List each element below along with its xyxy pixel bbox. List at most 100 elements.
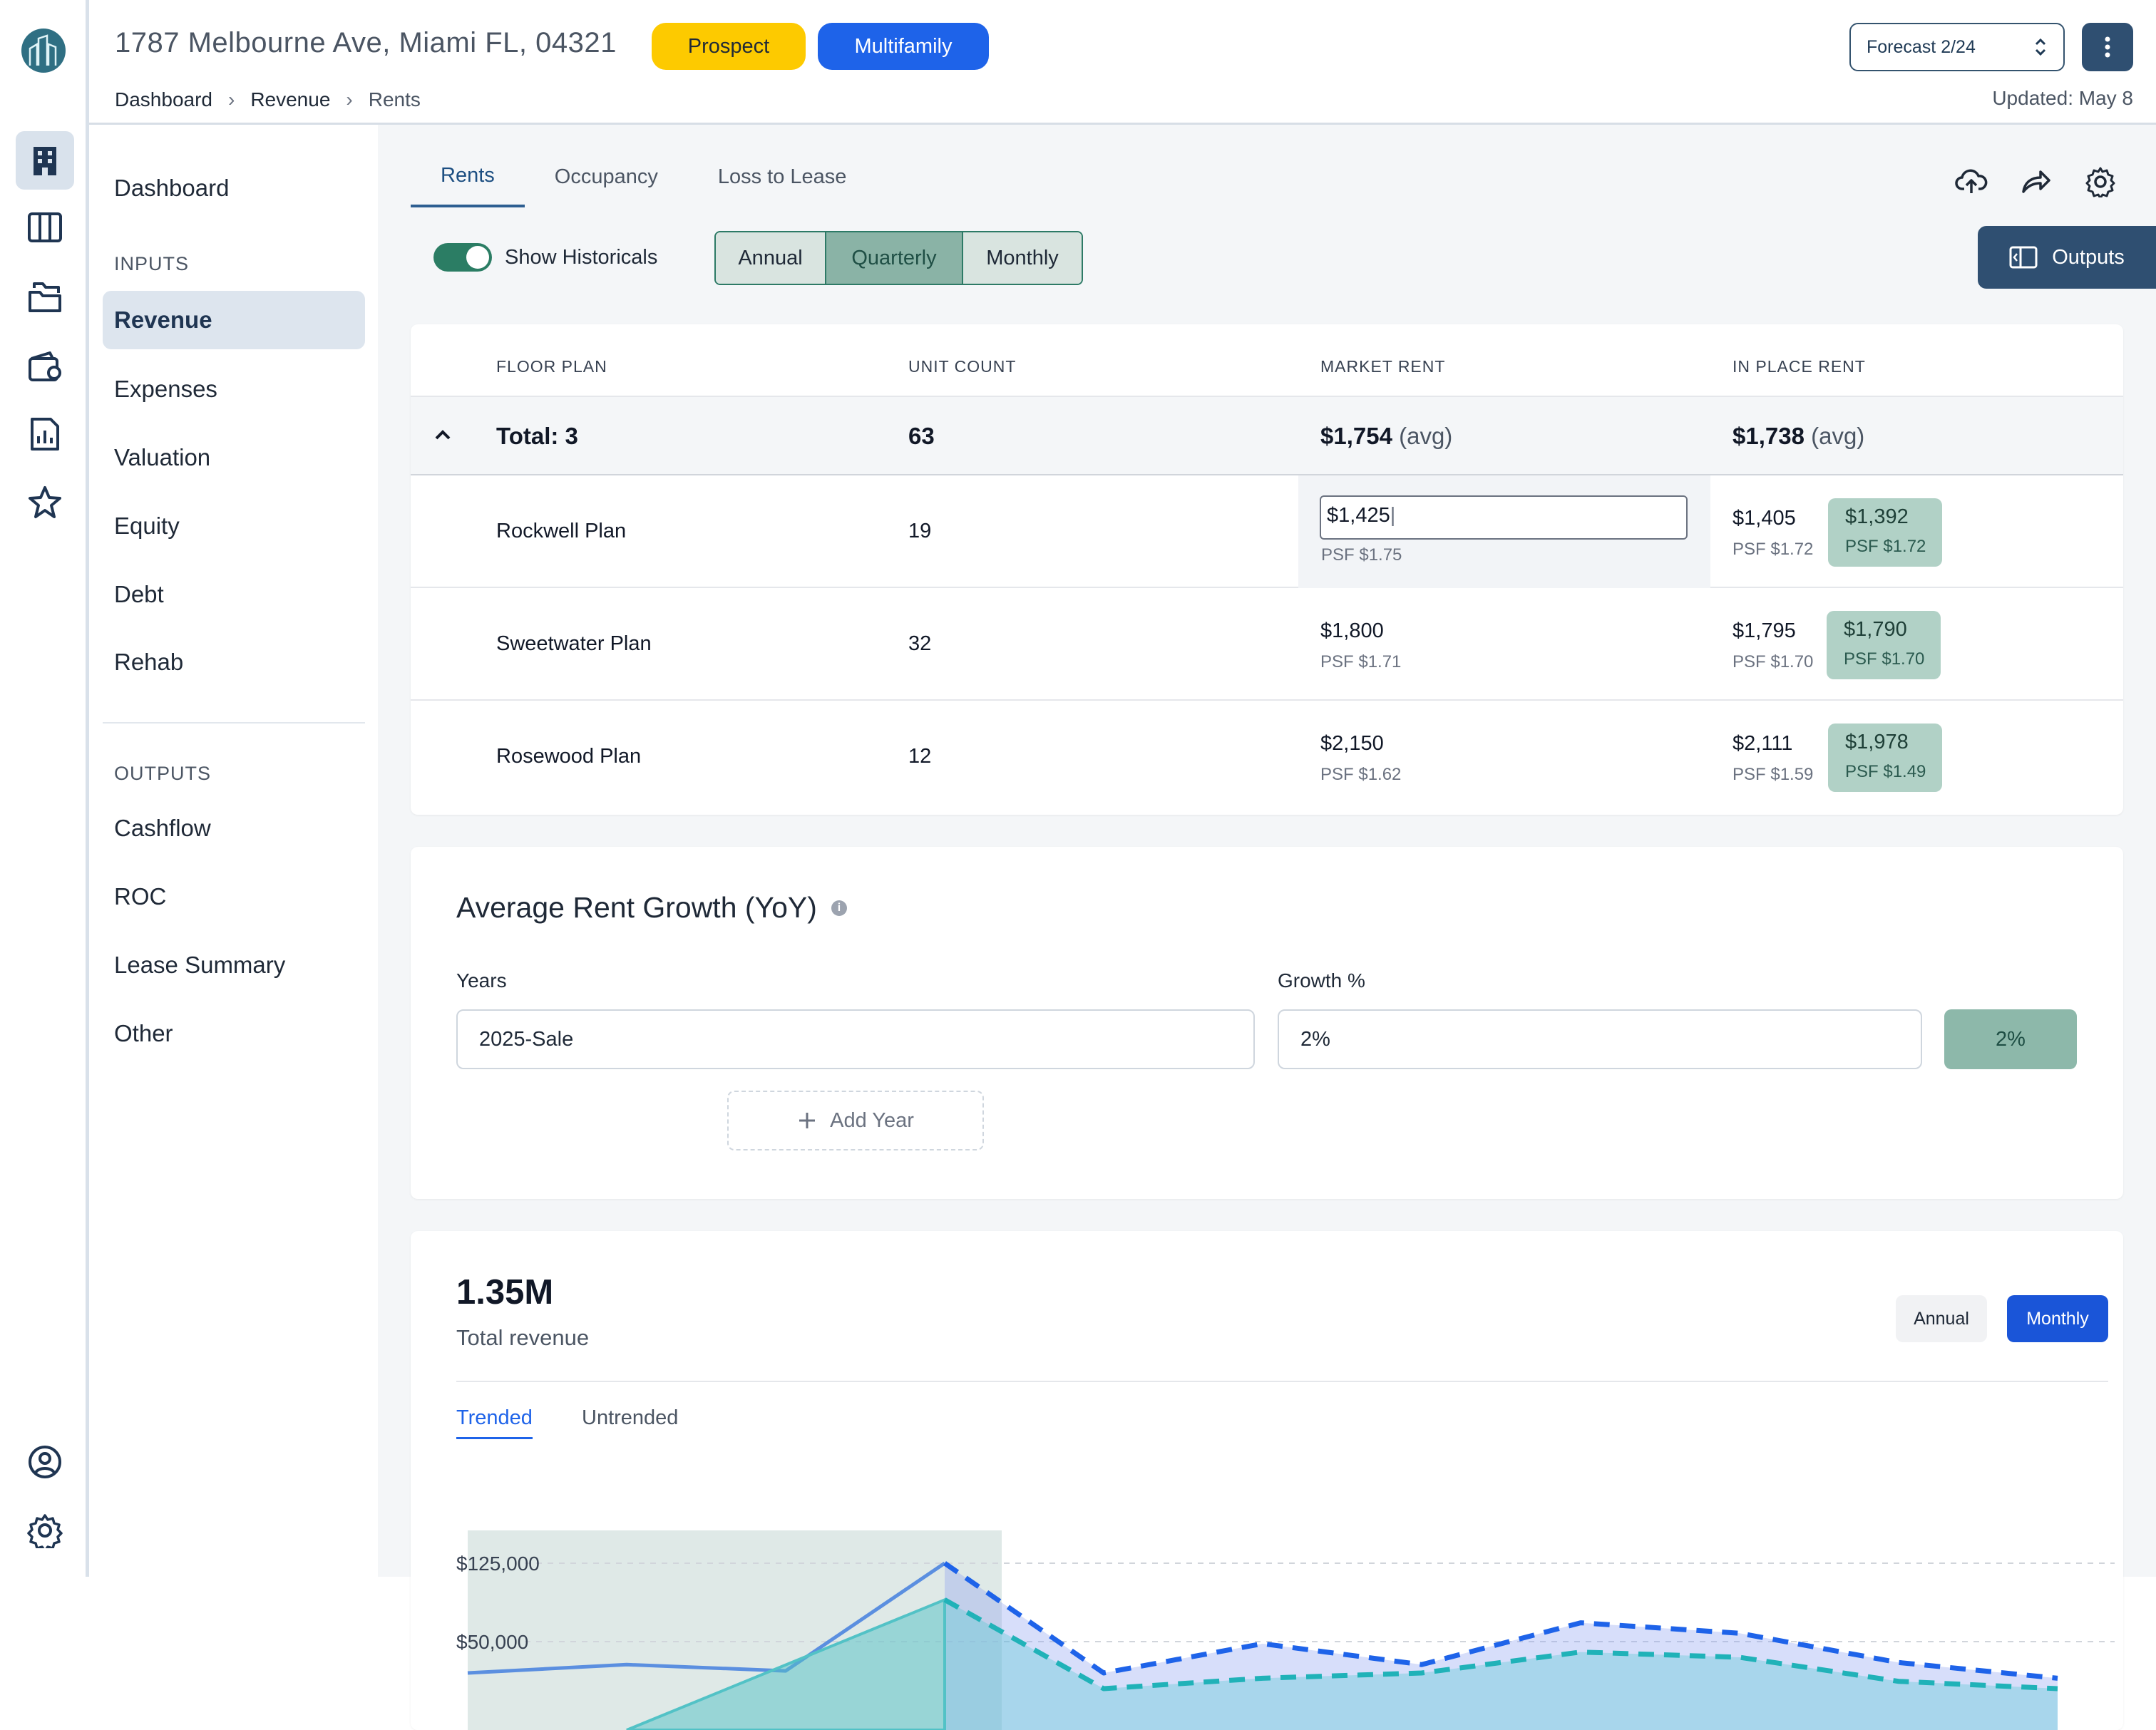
unit-count: 32 (908, 632, 931, 656)
nav-section-outputs: OUTPUTS (114, 763, 211, 785)
status-badge-prospect[interactable]: Prospect (652, 23, 806, 70)
tab-loss-to-lease[interactable]: Loss to Lease (688, 146, 877, 207)
outputs-button[interactable]: Outputs (1978, 226, 2156, 289)
gear-icon[interactable] (2085, 166, 2116, 197)
period-segmented-control: Annual Quarterly Monthly (714, 231, 1083, 285)
forecast-label: Forecast 2/24 (1867, 37, 1976, 58)
info-icon[interactable]: i (831, 900, 847, 916)
chevron-right-icon: › (228, 88, 235, 111)
market-rent-psf: PSF $1.75 (1321, 545, 1402, 565)
table-row: Sweetwater Plan 32 $1,800 PSF $1.71 $1,7… (411, 588, 2123, 701)
building-icon[interactable] (16, 131, 74, 190)
floor-plan-name: Rosewood Plan (496, 745, 641, 768)
icon-rail (0, 0, 89, 1577)
total-units: 63 (908, 423, 935, 450)
chevron-right-icon: › (346, 88, 352, 111)
nav-equity[interactable]: Equity (103, 497, 365, 555)
breadcrumb-dashboard[interactable]: Dashboard (115, 88, 212, 111)
report-icon[interactable] (16, 405, 74, 463)
nav-divider (103, 722, 365, 724)
revenue-chart: $125,000 $50,000 (411, 1231, 2123, 1730)
tab-occupancy[interactable]: Occupancy (525, 146, 688, 207)
breadcrumb-revenue[interactable]: Revenue (250, 88, 330, 111)
growth-chip[interactable]: 2% (1944, 1009, 2077, 1069)
floor-plan-name: Rockwell Plan (496, 520, 626, 543)
in-place-rent: $1,795 (1732, 619, 1796, 643)
floor-plan-name: Sweetwater Plan (496, 632, 652, 656)
show-historicals-toggle[interactable] (433, 243, 492, 272)
y-tick-label: $125,000 (456, 1553, 540, 1575)
total-row: Total: 3 63 $1,754 (avg) $1,738 (avg) (411, 396, 2123, 475)
nav-roc[interactable]: ROC (103, 867, 365, 926)
nav-valuation[interactable]: Valuation (103, 428, 365, 487)
tab-rents[interactable]: Rents (411, 146, 525, 207)
more-menu-button[interactable] (2082, 23, 2133, 71)
cloud-upload-icon[interactable] (1955, 166, 1988, 196)
total-in-place-rent: $1,738 (avg) (1732, 423, 1864, 450)
outputs-label: Outputs (2052, 246, 2125, 269)
col-unit-count[interactable]: UNIT COUNT (908, 357, 1016, 376)
settings-icon[interactable] (16, 1501, 74, 1560)
updated-timestamp: Updated: May 8 (1992, 87, 2133, 110)
forecast-select[interactable]: Forecast 2/24 (1849, 23, 2065, 71)
star-icon[interactable] (16, 473, 74, 532)
period-annual[interactable]: Annual (716, 232, 826, 284)
table-row: Rosewood Plan 12 $2,150 PSF $1.62 $2,111… (411, 701, 2123, 813)
nav-section-inputs: INPUTS (114, 253, 189, 275)
nav-dashboard[interactable]: Dashboard (103, 159, 365, 217)
total-market-rent: $1,754 (avg) (1320, 423, 1452, 450)
market-rent[interactable]: $2,150 (1320, 732, 1384, 756)
chevron-up-down-icon (2033, 36, 2048, 58)
chevron-up-icon[interactable] (433, 428, 452, 441)
user-circle-icon[interactable] (16, 1433, 74, 1491)
market-rent-input[interactable]: $1,425| (1320, 495, 1688, 540)
unit-count: 19 (908, 520, 931, 543)
period-quarterly[interactable]: Quarterly (826, 232, 963, 284)
in-place-rent: $2,111 (1732, 732, 1792, 756)
years-field[interactable]: 2025-Sale (456, 1009, 1255, 1069)
app-logo[interactable] (20, 27, 67, 74)
nav-revenue[interactable]: Revenue (103, 291, 365, 349)
folders-icon[interactable] (16, 267, 74, 326)
in-place-rent-psf: PSF $1.70 (1732, 652, 1813, 672)
side-nav: Dashboard INPUTS Revenue Expenses Valuat… (93, 125, 378, 1577)
growth-label: Growth % (1278, 969, 1365, 992)
rent-suggestion-chip[interactable]: $1,790 PSF $1.70 (1827, 611, 1941, 679)
y-tick-label: $50,000 (456, 1631, 528, 1653)
nav-debt[interactable]: Debt (103, 565, 365, 624)
panel-icon (2009, 246, 2038, 269)
years-label: Years (456, 969, 507, 992)
type-badge-multifamily[interactable]: Multifamily (818, 23, 989, 70)
add-year-button[interactable]: Add Year (727, 1091, 984, 1150)
show-historicals-label: Show Historicals (505, 246, 657, 269)
period-monthly[interactable]: Monthly (963, 232, 1082, 284)
kebab-icon (2105, 36, 2110, 58)
unit-count: 12 (908, 745, 931, 768)
rent-growth-card: Average Rent Growth (YoY) i Years Growth… (411, 847, 2123, 1199)
market-rent-psf: PSF $1.71 (1320, 652, 1401, 672)
plus-icon (797, 1111, 817, 1131)
rent-suggestion-chip[interactable]: $1,978 PSF $1.49 (1828, 724, 1942, 792)
columns-icon[interactable] (16, 198, 74, 257)
toolbar-actions (1955, 166, 2116, 197)
nav-cashflow[interactable]: Cashflow (103, 799, 365, 858)
nav-lease-summary[interactable]: Lease Summary (103, 936, 365, 994)
col-floor-plan[interactable]: FLOOR PLAN (496, 357, 607, 376)
main-content: Rents Occupancy Loss to Lease Show Histo… (378, 125, 2156, 1577)
nav-rehab[interactable]: Rehab (103, 633, 365, 691)
col-market-rent[interactable]: MARKET RENT (1320, 357, 1445, 376)
add-year-label: Add Year (830, 1109, 914, 1133)
property-address: 1787 Melbourne Ave, Miami FL, 04321 (115, 27, 617, 59)
in-place-rent: $1,405 (1732, 507, 1796, 530)
growth-field[interactable]: 2% (1278, 1009, 1922, 1069)
breadcrumb-rents: Rents (369, 88, 421, 111)
share-icon[interactable] (2021, 166, 2052, 196)
market-rent[interactable]: $1,800 (1320, 619, 1384, 643)
nav-expenses[interactable]: Expenses (103, 360, 365, 418)
col-in-place-rent[interactable]: IN PLACE RENT (1732, 357, 1866, 376)
rent-suggestion-chip[interactable]: $1,392 PSF $1.72 (1828, 498, 1942, 567)
wallet-icon[interactable] (16, 336, 74, 395)
nav-other[interactable]: Other (103, 1004, 365, 1063)
rent-table: FLOOR PLAN UNIT COUNT MARKET RENT IN PLA… (411, 324, 2123, 815)
table-row: Rockwell Plan 19 $1,425| PSF $1.75 $1,40… (411, 475, 2123, 588)
